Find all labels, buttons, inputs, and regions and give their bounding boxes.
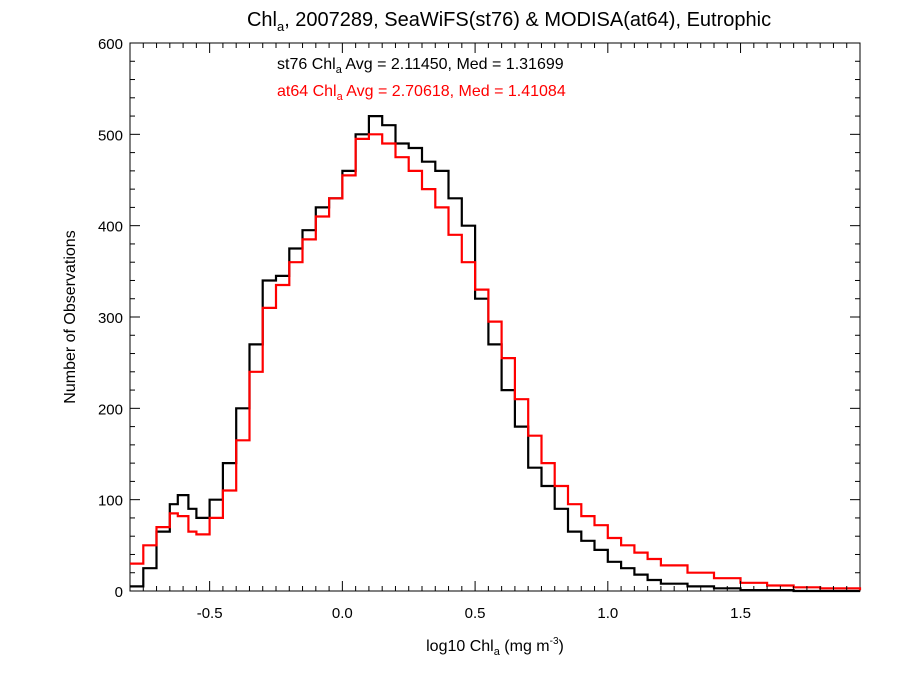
stats-annotation-text: st76 Chl [277,56,336,73]
x-axis-label-text: ) [559,638,564,655]
stats-annotation-subscript: a [337,91,344,103]
stats-annotation: at64 Chla Avg = 2.70618, Med = 1.41084 [277,83,566,103]
title-text: Chl [247,9,277,31]
series-2-line [130,133,862,591]
y-tick-label: 100 [98,493,123,510]
axis-ticks: -0.5 0.0 0.5 1.0 1.5 0 100 200 300 400 500 600 [98,36,860,622]
y-tick-label: 300 [98,310,123,327]
stats-annotation-subscript: a [336,64,343,76]
x-axis-label: log10 Chla (mg m-3) [426,636,564,658]
x-tick-label: 1.0 [597,605,618,622]
x-axis-label-subscript: a [494,646,501,658]
y-axis-label: Number of Observations [62,230,79,403]
title-subscript: a [277,19,285,34]
x-tick-label: 0.5 [465,605,486,622]
stats-annotation-text: at64 Chl [277,83,337,100]
x-axis-label-text: (mg m [500,638,550,655]
series-1-line [130,115,860,593]
annotations: st76 Chla Avg = 2.11450, Med = 1.31699at… [277,56,566,103]
x-tick-label: 1.5 [730,605,751,622]
x-tick-label: -0.5 [197,605,223,622]
plot-area [129,42,862,593]
x-axis-label-superscript: -3 [550,636,559,647]
stats-annotation: st76 Chla Avg = 2.11450, Med = 1.31699 [277,56,564,76]
x-axis-label-text: log10 Chl [426,638,494,655]
y-tick-label: 500 [98,127,123,144]
y-tick-label: 600 [98,36,123,53]
title-text: , 2007289, SeaWiFS(st76) & MODISA(at64),… [284,9,771,31]
x-tick-label: 0.0 [332,605,353,622]
stats-annotation-text: Avg = 2.11450, Med = 1.31699 [342,56,564,73]
y-tick-label: 200 [98,401,123,418]
y-tick-label: 0 [115,584,123,601]
chart-title: Chla, 2007289, SeaWiFS(st76) & MODISA(at… [247,9,771,34]
plot-frame [129,42,861,592]
axis-labels: log10 Chla (mg m-3) Number of Observation… [62,230,564,658]
y-tick-label: 400 [98,219,123,236]
stats-annotation-text: Avg = 2.70618, Med = 1.41084 [343,83,566,100]
